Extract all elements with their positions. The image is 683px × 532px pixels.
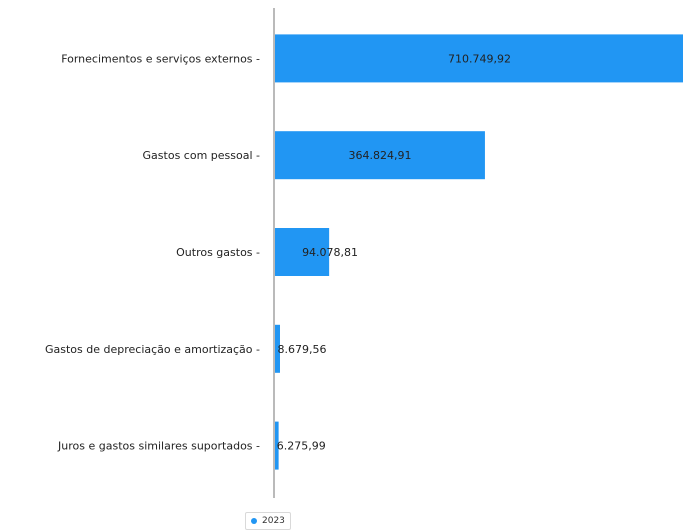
legend-marker [251,518,257,524]
legend: 2023 [245,512,291,530]
data-label: 94.078,81 [302,246,358,259]
category-label: Outros gastos - [176,246,260,259]
data-label: 364.824,91 [348,149,411,162]
category-label: Juros e gastos similares suportados - [57,440,260,453]
data-label: 6.275,99 [277,440,326,453]
category-label: Gastos de depreciação e amortização - [45,343,260,356]
bar[interactable] [275,34,683,83]
bar[interactable] [275,421,279,470]
data-label: 8.679,56 [277,343,326,356]
category-label: Gastos com pessoal - [143,149,260,162]
bar[interactable] [275,228,330,276]
category-label: Fornecimentos e serviços externos - [61,52,260,65]
data-label: 710.749,92 [448,52,511,65]
bar[interactable] [275,324,280,373]
bar[interactable] [275,131,485,180]
legend-label: 2023 [262,516,285,526]
